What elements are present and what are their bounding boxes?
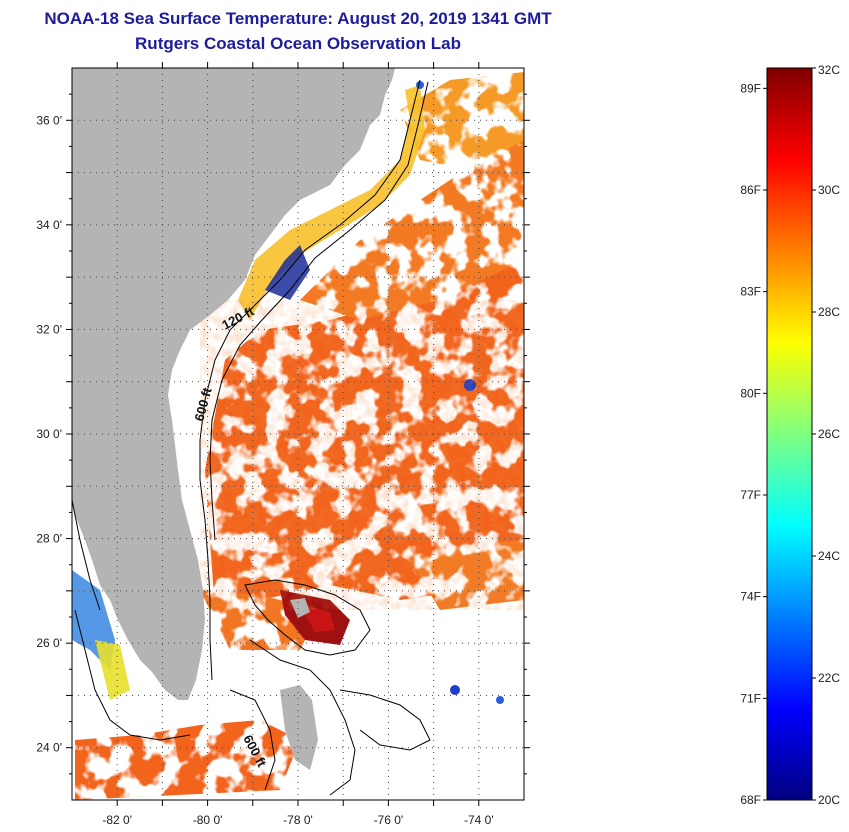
lon-tick-label: -78 0' xyxy=(283,813,313,827)
colorbar-fahrenheit-label: 71F xyxy=(740,691,761,705)
colorbar-fahrenheit-label: 77F xyxy=(740,488,761,502)
lat-tick-label: 26 0' xyxy=(36,636,62,650)
colorbar-fahrenheit-label: 74F xyxy=(740,590,761,604)
colorbar-celsius-label: 24C xyxy=(818,549,840,563)
colorbar: 32C 30C 28C 26C 24C 22C 20C 89F 86F 83F 80F 77F 74F… xyxy=(740,63,840,807)
lat-tick-label: 36 0' xyxy=(36,113,62,127)
colorbar-fahrenheit-label: 83F xyxy=(740,285,761,299)
colorbar-fahrenheit-label: 68F xyxy=(740,793,761,807)
lat-tick-label: 28 0' xyxy=(36,532,62,546)
sst-field xyxy=(72,72,524,800)
lat-tick-label: 30 0' xyxy=(36,427,62,441)
bathymetry-contours xyxy=(72,79,431,796)
lon-tick-label: -76 0' xyxy=(374,813,404,827)
latitude-labels: 36 0' 34 0' 32 0' 30 0' 28 0' 26 0' 24 0' xyxy=(36,113,62,754)
colorbar-celsius-label: 32C xyxy=(818,63,840,77)
andros-island xyxy=(280,685,318,770)
colorbar-celsius-label: 20C xyxy=(818,793,840,807)
colorbar-gradient xyxy=(766,67,813,801)
lon-tick-label: -74 0' xyxy=(464,813,494,827)
land-mass xyxy=(72,68,395,700)
colorbar-fahrenheit-labels: 89F 86F 83F 80F 77F 74F 71F 68F xyxy=(740,81,767,807)
lon-tick-label: -80 0' xyxy=(193,813,223,827)
map-subtitle: Rutgers Coastal Ocean Observation Lab xyxy=(135,34,461,53)
colorbar-celsius-label: 22C xyxy=(818,671,840,685)
map-title: NOAA-18 Sea Surface Temperature: August … xyxy=(44,9,552,28)
lat-tick-label: 34 0' xyxy=(36,218,62,232)
colorbar-celsius-label: 30C xyxy=(818,183,840,197)
lat-tick-label: 32 0' xyxy=(36,322,62,336)
frame-ticks xyxy=(66,62,530,806)
colorbar-celsius-labels: 32C 30C 28C 26C 24C 22C 20C xyxy=(812,63,840,807)
graticule xyxy=(72,68,524,800)
colorbar-fahrenheit-label: 89F xyxy=(740,81,761,95)
colorbar-celsius-label: 28C xyxy=(818,305,840,319)
colorbar-celsius-label: 26C xyxy=(818,427,840,441)
lon-tick-label: -82 0' xyxy=(102,813,132,827)
map-panel: 120 ft 600 ft 600 ft 36 0'34 0'32 0'30 0… xyxy=(36,62,530,827)
longitude-labels: -82 0' -80 0' -78 0' -76 0' -74 0' xyxy=(102,813,493,827)
colorbar-fahrenheit-label: 86F xyxy=(740,183,761,197)
lat-tick-label: 24 0' xyxy=(36,741,62,755)
colorbar-fahrenheit-label: 80F xyxy=(740,386,761,400)
grand-bahama-island xyxy=(290,598,310,618)
